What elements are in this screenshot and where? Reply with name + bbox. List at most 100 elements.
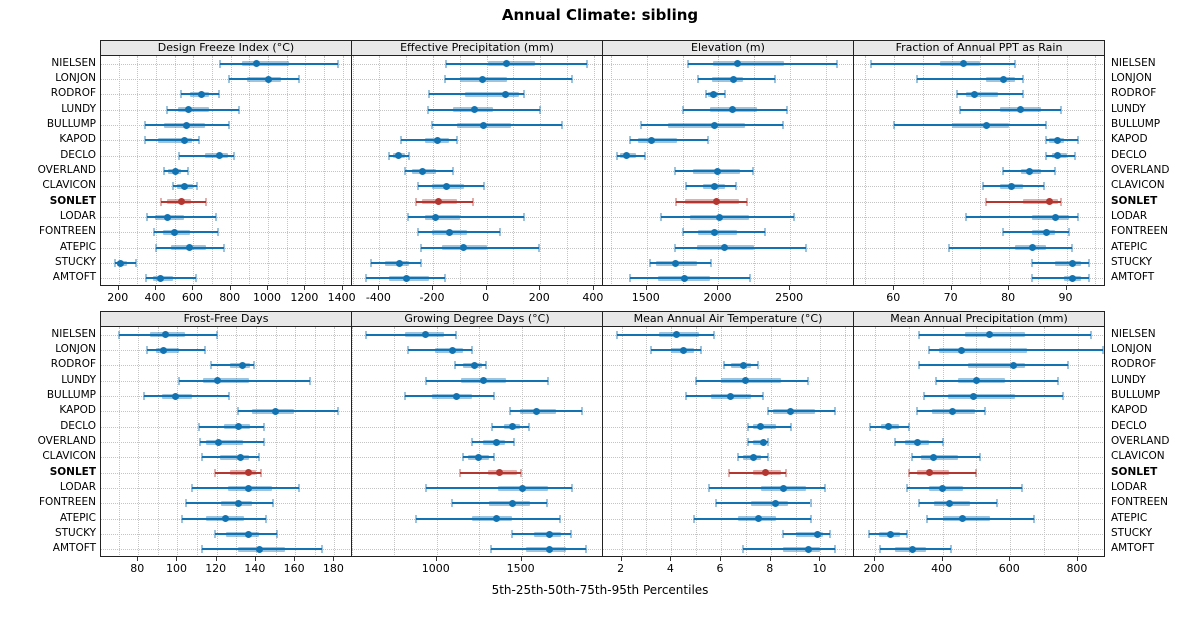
percentile-whisker xyxy=(228,78,299,80)
panel-strip: Frost-Free Days xyxy=(100,311,352,327)
median-dot xyxy=(501,90,509,98)
whisker-cap-high xyxy=(1066,361,1069,370)
gridline-vertical xyxy=(459,56,461,285)
percentile-whisker xyxy=(743,548,836,551)
whisker-cap-high xyxy=(792,213,795,221)
whisker-cap-low xyxy=(868,530,871,538)
gridline-vertical xyxy=(646,327,648,556)
axis-tick xyxy=(229,286,231,290)
site-label-right: RODROF xyxy=(1111,358,1157,371)
median-dot xyxy=(418,167,426,175)
whisker-cap-high xyxy=(978,453,981,462)
whisker-cap-low xyxy=(934,376,937,385)
percentile-whisker xyxy=(651,349,702,351)
percentile-whisker xyxy=(748,441,769,443)
whisker-cap-high xyxy=(1022,90,1025,99)
axis-tick xyxy=(720,557,722,561)
whisker-cap-high xyxy=(571,484,574,492)
whisker-cap-low xyxy=(364,274,367,283)
whisker-cap-low xyxy=(982,182,985,191)
whisker-cap-low xyxy=(695,376,698,385)
percentile-whisker xyxy=(960,108,1061,111)
axis-tick-label: 600 xyxy=(181,291,203,304)
whisker-cap-high xyxy=(1045,121,1048,129)
whisker-cap-low xyxy=(191,484,194,492)
whisker-cap-low xyxy=(399,136,402,145)
median-dot xyxy=(162,331,170,339)
whisker-cap-low xyxy=(1045,151,1048,160)
axis-tick-label: 0 xyxy=(482,291,490,304)
gridline-vertical xyxy=(1044,327,1046,556)
axis-tick-label: 8 xyxy=(766,562,774,575)
whisker-cap-high xyxy=(1088,274,1091,283)
whisker-cap-low xyxy=(490,422,493,431)
median-dot xyxy=(1045,198,1053,206)
gridline-vertical xyxy=(980,56,982,285)
whisker-cap-high xyxy=(767,438,770,446)
axis-tick-label: 60 xyxy=(886,291,901,304)
gridline-vertical xyxy=(1095,56,1097,285)
whisker-cap-high xyxy=(829,530,832,538)
whisker-cap-low xyxy=(893,121,896,129)
whisker-cap-low xyxy=(178,376,181,385)
median-dot xyxy=(739,361,747,369)
median-dot xyxy=(959,515,967,523)
percentile-whisker xyxy=(728,471,786,474)
percentile-whisker xyxy=(445,78,573,80)
axis-tick-label: 1000 xyxy=(253,291,282,304)
percentile-whisker xyxy=(186,502,273,505)
whisker-cap-high xyxy=(492,453,495,462)
whisker-cap-low xyxy=(387,151,390,160)
whisker-cap-high xyxy=(834,545,837,554)
site-label-left: CLAVICON xyxy=(42,450,96,463)
axis-tick xyxy=(341,286,343,290)
percentile-whisker xyxy=(405,395,494,397)
axis-tick-label: 1200 xyxy=(290,291,319,304)
median-dot xyxy=(1025,167,1033,175)
axis-tick xyxy=(950,286,952,290)
whisker-cap-high xyxy=(195,274,198,283)
gridline-horizontal xyxy=(101,201,351,203)
whisker-cap-low xyxy=(928,346,931,354)
percentile-whisker xyxy=(425,487,573,489)
whisker-cap-low xyxy=(782,530,785,538)
whisker-cap-high xyxy=(995,499,998,508)
axis-tick-label: 200 xyxy=(863,562,885,575)
whisker-cap-high xyxy=(835,59,838,68)
whisker-cap-high xyxy=(298,484,301,492)
percentile-whisker xyxy=(927,517,1034,520)
median-dot xyxy=(929,453,937,461)
axis-tick xyxy=(254,557,256,561)
whisker-cap-low xyxy=(737,453,740,462)
whisker-cap-high xyxy=(337,407,340,416)
whisker-cap-high xyxy=(1013,59,1016,68)
site-label-left: ATEPIC xyxy=(59,511,96,524)
median-dot xyxy=(939,484,947,492)
panel-strip: Growing Degree Days (°C) xyxy=(351,311,603,327)
whisker-cap-low xyxy=(417,228,420,237)
median-dot xyxy=(647,136,655,144)
page-title: Annual Climate: sibling xyxy=(501,6,699,24)
percentile-whisker xyxy=(917,78,1024,80)
median-dot xyxy=(181,136,189,144)
gridline-horizontal xyxy=(854,263,1104,264)
axis-tick-label: 1400 xyxy=(327,291,356,304)
median-dot xyxy=(448,346,456,354)
median-dot xyxy=(402,274,410,282)
gridline-horizontal xyxy=(854,442,1104,443)
gridline-vertical xyxy=(671,327,673,556)
percentile-whisker xyxy=(687,62,837,65)
gridline-vertical xyxy=(865,56,867,285)
gridline-vertical xyxy=(790,56,792,285)
site-label-left: LUNDY xyxy=(61,373,96,386)
whisker-cap-low xyxy=(454,361,457,370)
median-dot xyxy=(264,75,272,83)
median-dot xyxy=(198,90,206,98)
median-dot xyxy=(749,453,757,461)
gridline-vertical xyxy=(721,327,723,556)
whisker-cap-low xyxy=(650,346,653,354)
gridline-horizontal xyxy=(101,411,351,413)
whisker-cap-low xyxy=(907,468,910,477)
site-label-left: AMTOFT xyxy=(52,271,96,284)
whisker-cap-low xyxy=(742,545,745,554)
